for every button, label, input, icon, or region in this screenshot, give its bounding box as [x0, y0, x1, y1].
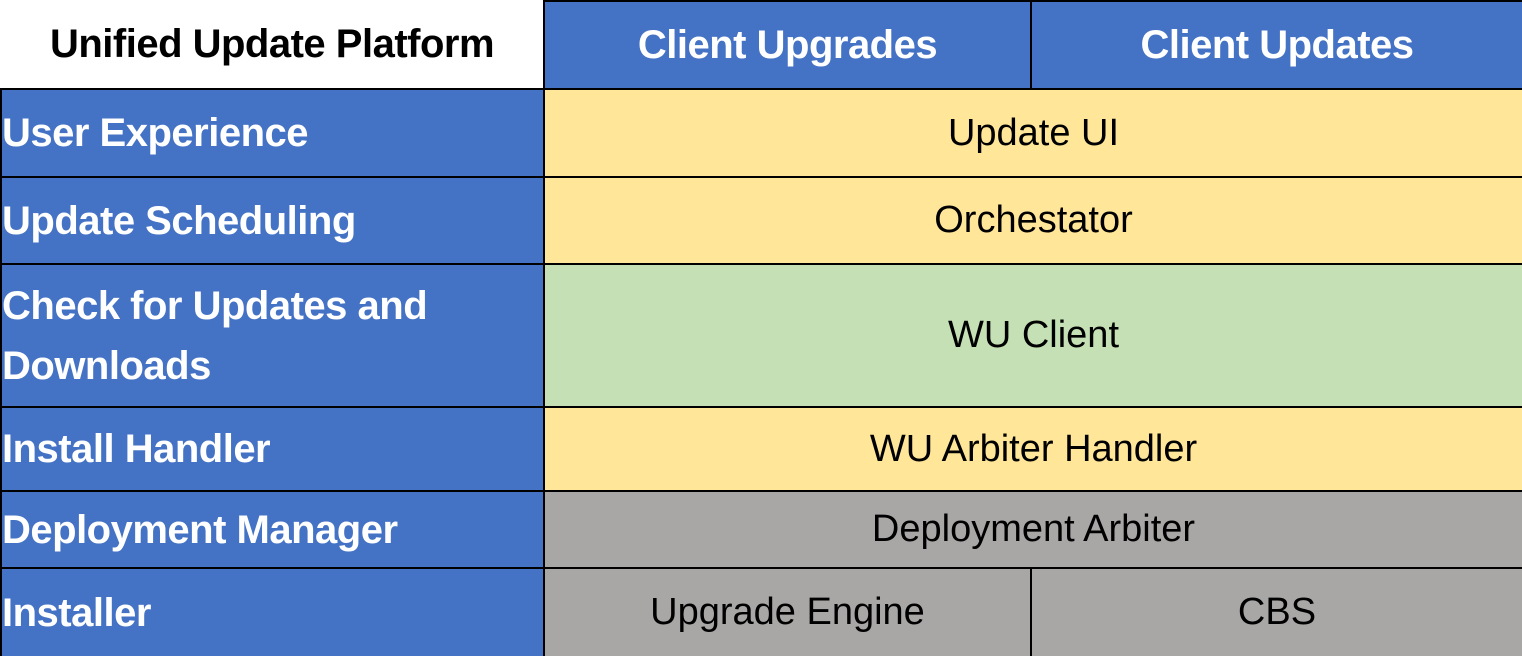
- column-header-client-upgrades: Client Upgrades: [543, 0, 1032, 90]
- row-installer: Installer Upgrade Engine CBS: [0, 567, 1522, 656]
- cell-update-ui: Update UI: [543, 88, 1522, 178]
- cell-wu-client: WU Client: [543, 263, 1522, 408]
- row-label-update-scheduling: Update Scheduling: [0, 176, 545, 265]
- cell-wu-arbiter-handler: WU Arbiter Handler: [543, 406, 1522, 492]
- row-label-user-experience: User Experience: [0, 88, 545, 178]
- cell-cbs: CBS: [1030, 567, 1522, 656]
- row-update-scheduling: Update Scheduling Orchestator: [0, 176, 1522, 265]
- cell-orchestator: Orchestator: [543, 176, 1522, 265]
- diagram-title: Unified Update Platform: [1, 1, 544, 89]
- row-label-deployment-manager: Deployment Manager: [0, 490, 545, 569]
- row-label-check-for-updates-and-downloads: Check for Updates and Downloads: [0, 263, 545, 408]
- row-deployment-manager: Deployment Manager Deployment Arbiter: [0, 490, 1522, 569]
- row-check-for-updates-and-downloads: Check for Updates and Downloads WU Clien…: [0, 263, 1522, 408]
- column-header-client-updates: Client Updates: [1030, 0, 1522, 90]
- row-label-install-handler: Install Handler: [0, 406, 545, 492]
- cell-upgrade-engine: Upgrade Engine: [543, 567, 1032, 656]
- row-install-handler: Install Handler WU Arbiter Handler: [0, 406, 1522, 492]
- row-user-experience: User Experience Update UI: [0, 88, 1522, 178]
- cell-deployment-arbiter: Deployment Arbiter: [543, 490, 1522, 569]
- row-label-installer: Installer: [0, 567, 545, 656]
- header-row: Unified Update Platform Client Upgrades …: [1, 0, 1522, 90]
